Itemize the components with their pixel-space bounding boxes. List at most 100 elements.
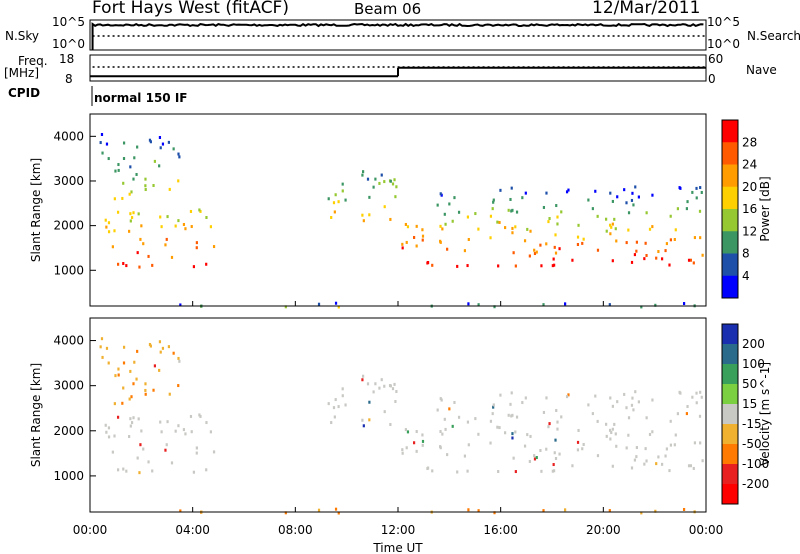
velocity-cell (393, 382, 396, 386)
power-cell (682, 302, 686, 306)
velocity-cell (125, 469, 128, 473)
cpid-label: CPID (8, 86, 41, 100)
velocity-cell (327, 402, 330, 406)
velocity-cell (101, 355, 104, 359)
power-cell (362, 170, 365, 174)
power-cell (111, 245, 114, 249)
power-cell (366, 177, 370, 181)
velocity-cell (128, 435, 131, 439)
velocity-cell (406, 430, 410, 434)
velocity-cell (117, 367, 120, 371)
velocity-cell (547, 425, 550, 429)
power-cell (158, 164, 161, 168)
power-cell (614, 227, 617, 231)
velocity-cell (431, 469, 434, 473)
power-cell (651, 193, 654, 197)
power-ytick-label: 1000 (53, 263, 84, 277)
power-cell (144, 177, 147, 181)
velocity-cell (565, 395, 569, 399)
power-cell (327, 197, 330, 201)
power-cell (172, 147, 175, 151)
power-cell (676, 207, 680, 211)
velocity-cell (160, 430, 163, 434)
velocity-cell (608, 428, 612, 432)
power-colorbar-swatch (722, 186, 738, 210)
velocity-cell (444, 427, 447, 431)
power-cell (144, 188, 147, 192)
power-cell (605, 229, 608, 233)
power-cell (383, 180, 386, 184)
velocity-cell (439, 429, 442, 433)
velocity-cell (168, 392, 171, 396)
velocity-cell (164, 448, 167, 452)
velocity-cell (467, 508, 470, 512)
power-cell (374, 177, 377, 181)
velocity-cell (576, 440, 580, 444)
velocity-cell (149, 344, 152, 348)
velocity-colorbar-tick: 50 (742, 377, 757, 391)
velocity-colorbar-swatch (722, 384, 738, 405)
velocity-cell (153, 364, 157, 368)
power-cell (113, 229, 116, 233)
power-cell (448, 202, 451, 206)
power-cell (165, 237, 168, 241)
power-cell (361, 213, 364, 217)
nsky-label: N.Sky (5, 29, 40, 43)
velocity-cell (448, 407, 451, 411)
power-cell (406, 225, 410, 229)
velocity-cell (337, 405, 340, 409)
velocity-colorbar-frame (721, 323, 739, 505)
power-cell (284, 305, 287, 309)
power-cell (332, 201, 336, 205)
noise-left-tick-bottom: 10^0 (52, 37, 85, 51)
velocity-cell (362, 374, 365, 378)
power-cell (393, 178, 396, 182)
velocity-cell (178, 359, 181, 363)
power-cell (330, 215, 333, 219)
power-cell (556, 215, 559, 219)
velocity-cell (523, 444, 527, 448)
power-cell (130, 216, 134, 220)
power-cell (174, 224, 177, 228)
velocity-cell (591, 412, 594, 416)
power-cell (625, 241, 628, 245)
velocity-cell (698, 414, 702, 418)
power-colorbar-tick: 20 (742, 180, 757, 194)
velocity-cell (635, 455, 638, 459)
power-cell (212, 245, 216, 249)
velocity-cell (553, 469, 556, 473)
power-cell (178, 155, 181, 159)
velocity-cell (496, 425, 499, 429)
velocity-colorbar-tick: -100 (742, 457, 769, 471)
power-ytick-label: 4000 (53, 129, 84, 143)
velocity-cell (685, 412, 689, 416)
power-cell (668, 263, 671, 267)
velocity-cell (699, 441, 702, 445)
power-cell (184, 227, 187, 231)
power-cell (665, 242, 668, 246)
velocity-cell (184, 432, 187, 436)
power-cell (177, 152, 180, 156)
power-cell (129, 212, 132, 216)
power-cell (395, 185, 398, 189)
velocity-cell (596, 454, 600, 458)
velocity-cell (551, 469, 554, 473)
power-cell (648, 227, 652, 231)
velocity-cell (401, 451, 404, 455)
power-cell (634, 185, 637, 189)
power-cell (451, 219, 454, 223)
power-cell (654, 303, 657, 307)
power-colorbar-swatch (722, 253, 738, 277)
power-cell (129, 219, 132, 223)
power-cell (383, 205, 386, 209)
velocity-cell (130, 421, 134, 425)
velocity-cell (334, 507, 338, 511)
velocity-cell (689, 464, 692, 468)
velocity-cell (630, 403, 634, 407)
power-cell (195, 246, 198, 250)
velocity-cell (558, 452, 561, 456)
velocity-cell (198, 413, 201, 417)
power-cell (669, 214, 672, 218)
power-cell (443, 212, 446, 216)
velocity-colorbar-swatch (722, 424, 738, 445)
